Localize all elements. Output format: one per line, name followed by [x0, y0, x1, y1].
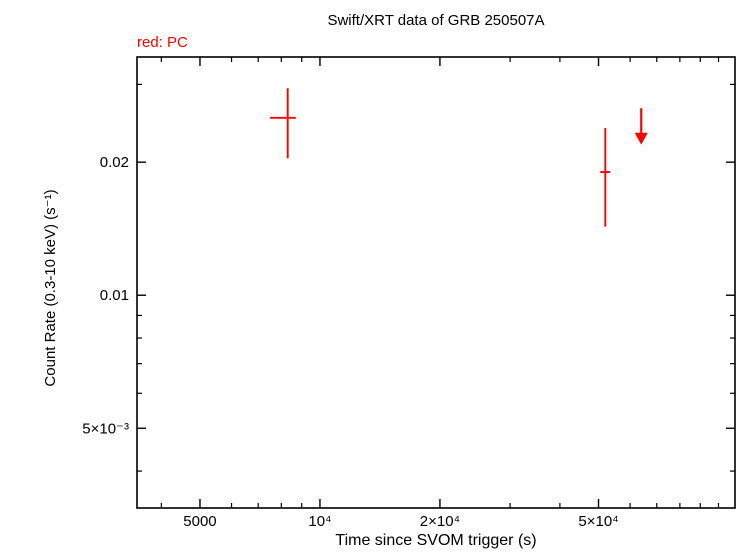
y-axis-ticks: 5×10⁻³ 0.01 0.02 [82, 83, 735, 472]
x-tick-label: 5×10⁴ [578, 513, 618, 530]
chart-title: Swift/XRT data of GRB 250507A [327, 12, 545, 29]
x-tick-label: 2×10⁴ [420, 513, 460, 530]
upper-limit-arrow [634, 108, 648, 145]
y-tick-label: 0.02 [100, 154, 129, 171]
mode-label: red: PC [137, 34, 188, 51]
y-tick-label: 5×10⁻³ [82, 420, 129, 437]
x-tick-label: 5000 [183, 513, 216, 530]
x-axis-label: Time since SVOM trigger (s) [335, 532, 537, 549]
y-tick-label: 0.01 [100, 287, 129, 304]
data-series-pc [270, 88, 648, 227]
plot-frame [136, 56, 736, 509]
x-axis-ticks: 5000 10⁴ 2×10⁴ 5×10⁴ [160, 57, 720, 530]
x-tick-label: 10⁴ [308, 513, 331, 530]
